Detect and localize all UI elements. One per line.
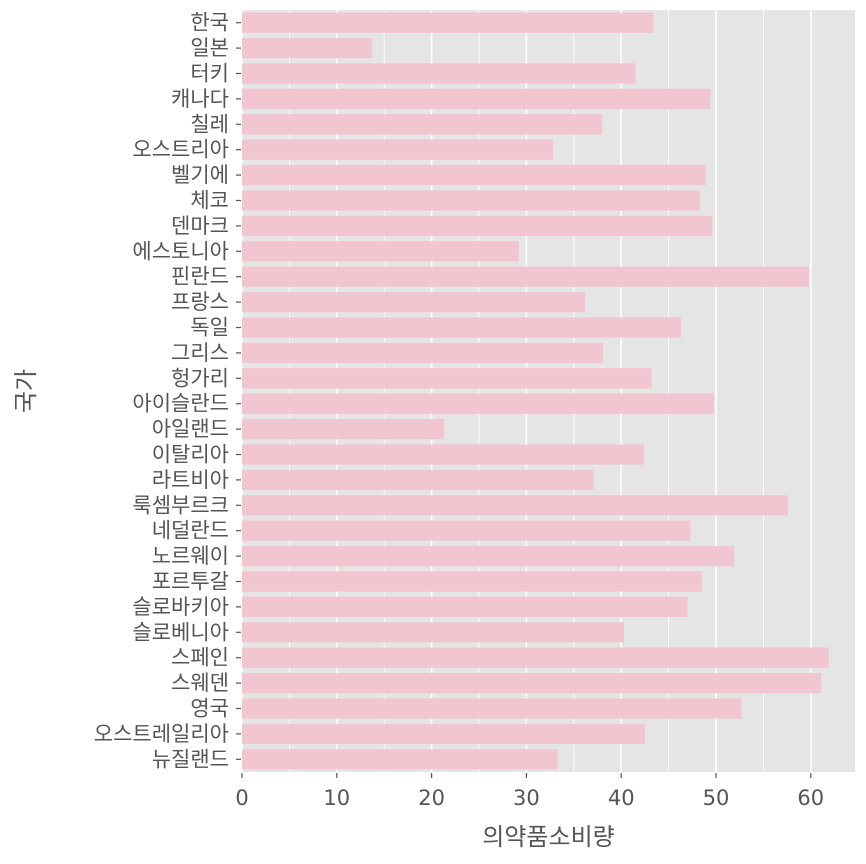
bar: [242, 291, 586, 313]
y-tick-label: 슬로베니아: [132, 620, 229, 644]
bar: [242, 418, 444, 440]
y-tick-label: 에스토니아: [132, 239, 229, 263]
y-axis-title: 국가: [12, 369, 40, 413]
grid-lines: [241, 10, 859, 772]
x-axis-title: 의약품소비량: [482, 823, 614, 851]
bar: [242, 368, 652, 389]
y-tick-label: 포르투갈: [152, 570, 229, 594]
y-tick-label: 핀란드: [171, 265, 229, 289]
y-tick-label: 일본: [190, 36, 229, 60]
y-tick-label: 노르웨이: [152, 544, 229, 568]
bar: [242, 444, 644, 465]
x-tick-label: 20: [418, 786, 445, 810]
bar: [242, 190, 700, 211]
y-axis: 한국일본터키캐나다칠레오스트리아벨기에체코덴마크에스토니아핀란드프랑스독일그리스…: [94, 11, 241, 771]
bar: [242, 12, 654, 33]
bar: [242, 317, 681, 338]
bar: [242, 520, 691, 541]
bar: [242, 37, 372, 59]
bar: [242, 342, 604, 364]
y-tick-label: 체코: [190, 189, 229, 213]
y-tick-label: 헝가리: [171, 366, 229, 390]
bar: [242, 114, 603, 135]
bar: [242, 63, 636, 84]
bar: [242, 164, 706, 186]
x-tick-label: 10: [323, 786, 350, 810]
bar: [242, 622, 625, 643]
bar: [242, 672, 822, 694]
x-axis: 0 10 20 30 40 50 60: [235, 773, 824, 810]
y-tick-label: 룩셈부르크: [132, 493, 229, 517]
bar: [242, 215, 713, 237]
bar: [242, 571, 702, 592]
x-tick-label: 40: [608, 786, 635, 810]
bar: [242, 545, 735, 567]
bar: [242, 88, 711, 110]
bar: [242, 495, 789, 516]
y-tick-label: 프랑스: [171, 290, 229, 314]
bar: [242, 647, 829, 668]
y-tick-label: 슬로바키아: [132, 595, 229, 619]
x-tick-label: 0: [235, 786, 248, 810]
plot-panel: [242, 10, 855, 772]
y-tick-label: 덴마크: [171, 214, 229, 238]
y-tick-label: 오스트레일리아: [94, 722, 229, 746]
bar: [242, 749, 558, 770]
bars: [242, 12, 829, 770]
y-tick-label: 스페인: [171, 646, 229, 670]
y-tick-label: 벨기에: [171, 163, 229, 187]
y-tick-label: 이탈리아: [152, 443, 229, 467]
y-tick-label: 영국: [190, 697, 229, 721]
y-tick-label: 칠레: [190, 112, 229, 136]
bar: [242, 393, 715, 414]
y-tick-label: 아이슬란드: [132, 392, 229, 416]
bar: [242, 266, 809, 287]
y-tick-label: 스웨덴: [171, 671, 229, 695]
x-tick-label: 30: [513, 786, 540, 810]
y-tick-label: 터키: [190, 62, 229, 86]
y-tick-label: 라트비아: [152, 468, 229, 492]
bar: [242, 723, 645, 745]
y-tick-label: 독일: [190, 316, 229, 340]
bar: [242, 139, 553, 160]
y-tick-label: 캐나다: [171, 87, 229, 111]
bar: [242, 469, 594, 491]
y-tick-label: 한국: [190, 11, 229, 35]
y-tick-label: 네덜란드: [152, 519, 229, 543]
y-tick-label: 뉴질랜드: [152, 747, 229, 771]
bar: [242, 698, 742, 719]
bar: [242, 596, 688, 618]
y-tick-label: 오스트리아: [132, 138, 229, 162]
x-tick-label: 50: [703, 786, 730, 810]
bar: [242, 241, 519, 262]
x-tick-label: 60: [797, 786, 824, 810]
y-tick-label: 그리스: [171, 341, 229, 365]
y-tick-label: 아일랜드: [152, 417, 229, 441]
